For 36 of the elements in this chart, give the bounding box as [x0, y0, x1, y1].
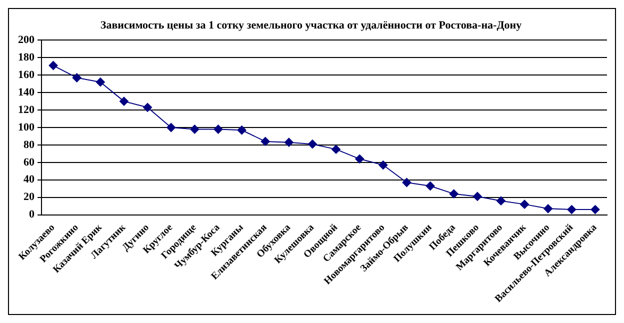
- point: [284, 138, 294, 147]
- point: [237, 126, 246, 135]
- point: [308, 140, 317, 149]
- y-tick-label: 120: [18, 104, 35, 116]
- point: [48, 61, 58, 70]
- point: [472, 192, 482, 201]
- y-tick-label: 100: [18, 121, 35, 134]
- point: [590, 205, 600, 214]
- y-tick-label: 60: [24, 156, 35, 168]
- point: [96, 78, 105, 87]
- y-tick-label: 180: [18, 52, 35, 64]
- point: [166, 122, 176, 132]
- point: [520, 200, 530, 209]
- point: [496, 196, 506, 206]
- y-tick-label: 80: [24, 138, 35, 151]
- point: [119, 96, 128, 106]
- y-tick-label: 20: [24, 191, 35, 204]
- y-tick-label: 200: [18, 34, 35, 46]
- point: [355, 154, 364, 164]
- point: [426, 181, 435, 190]
- point: [402, 178, 412, 187]
- y-tick-label: 160: [18, 68, 35, 81]
- point: [378, 160, 388, 170]
- point: [567, 205, 576, 214]
- chart-title: Зависимость цены за 1 сотку земельного участка от удалённости от Ростова-на-Дону: [100, 19, 522, 32]
- point: [544, 204, 553, 214]
- y-tick-label: 0: [29, 208, 35, 221]
- point: [260, 136, 270, 146]
- y-tick-label: 140: [18, 86, 35, 98]
- point: [214, 124, 223, 134]
- point: [143, 102, 152, 112]
- point: [190, 124, 200, 134]
- y-tick-label: 40: [24, 174, 35, 186]
- point: [72, 73, 82, 82]
- point: [332, 144, 341, 154]
- point: [449, 189, 458, 198]
